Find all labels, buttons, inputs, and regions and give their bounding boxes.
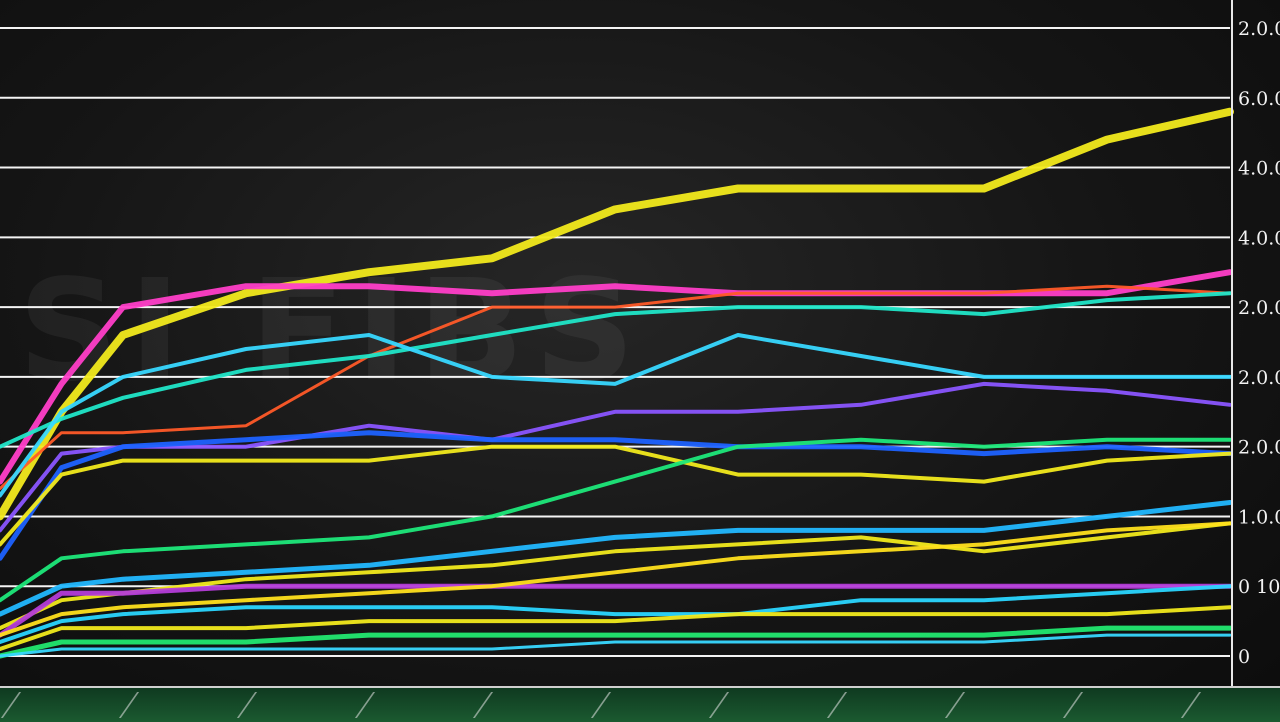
y-tick-label: 1.0.0M [1238, 506, 1280, 528]
series-line-6 [0, 381, 1232, 533]
series-line-15 [0, 605, 1232, 651]
floor-tile [826, 692, 962, 718]
gridlines [0, 27, 1230, 657]
series-line-9 [0, 437, 1232, 603]
floor-tile [590, 692, 726, 718]
series-line-12 [0, 583, 1233, 638]
series-line-10 [0, 500, 1233, 617]
floor-tile [708, 692, 844, 718]
floor-tile [236, 692, 372, 718]
series-line-14 [0, 584, 1232, 644]
y-tick-label: 2.0.0M [1238, 18, 1280, 40]
y-tick-label: 2.0.0M [1238, 297, 1280, 319]
series-line-5 [0, 333, 1232, 498]
floor-tile [1062, 692, 1198, 718]
series-line-4 [0, 291, 1232, 449]
y-tick-label: 2.0.0. [1238, 367, 1280, 389]
y-tick-label: 0 [1238, 646, 1250, 668]
series-line-16 [0, 625, 1233, 659]
floor-tile [354, 692, 490, 718]
floor-tile [944, 692, 1080, 718]
floor-tile [118, 692, 254, 718]
y-tick-label: 6.0.0 [1238, 88, 1280, 110]
floor-tile [472, 692, 608, 718]
series-line-1 [0, 107, 1234, 521]
series-line-3 [0, 284, 1232, 490]
y-tick-label: 2.0.0M [1238, 437, 1280, 459]
y-tick-labels: 0 0 10% 1.0.0M 2.0.0M 2.0.0. 2.0.0M 4.0.0M 4.0.… [1238, 18, 1280, 668]
series-line-7 [0, 430, 1233, 561]
y-tick-label: 4.0.0K [1238, 158, 1280, 180]
series-line-13 [0, 521, 1232, 638]
series-line-17 [0, 633, 1232, 658]
y-tick-label: 4.0.0M [1238, 227, 1280, 249]
series-line-8 [0, 444, 1232, 547]
floor-tile [1180, 692, 1280, 718]
floor-strip [0, 686, 1280, 722]
series-lines [0, 107, 1234, 659]
y-tick-label: 0 10% [1238, 576, 1280, 598]
floor-tile [0, 692, 136, 718]
